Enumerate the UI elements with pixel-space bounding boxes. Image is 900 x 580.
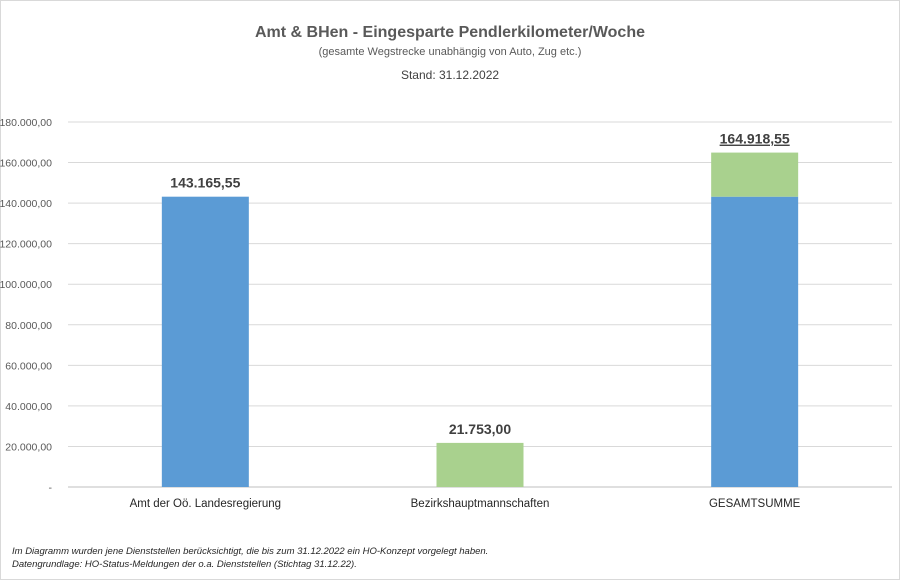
bar-bh-1: [436, 442, 524, 487]
bar-bh-2: [711, 152, 799, 197]
chart-title: Amt & BHen - Eingesparte Pendlerkilomete…: [254, 24, 645, 41]
chart-date: Stand: 31.12.2022: [400, 68, 500, 82]
y-tick-label: 80.000,00: [5, 320, 52, 332]
y-tick-label: 160.000,00: [0, 158, 52, 170]
data-label: 21.753,00: [449, 421, 511, 437]
y-tick-label: 40.000,00: [5, 401, 52, 413]
footnote-scope: Im Diagramm wurden jene Dienststellen be…: [12, 546, 489, 557]
y-tick-label: 180.000,00: [0, 117, 52, 129]
footnote-source: Datengrundlage: HO-Status-Meldungen der …: [12, 559, 357, 570]
y-tick-label: 140.000,00: [0, 198, 52, 210]
data-label: 164.918,55: [720, 131, 790, 147]
x-category-label: Bezirkshauptmannschaften: [411, 498, 550, 510]
y-tick-label: 120.000,00: [0, 239, 52, 251]
y-tick-label: 100.000,00: [0, 279, 52, 291]
data-label: 143.165,55: [170, 175, 240, 191]
chart-subtitle: (gesamte Wegstrecke unabhängig von Auto,…: [318, 46, 582, 58]
bar-amt-0: [161, 196, 249, 487]
x-category-label: GESAMTSUMME: [709, 498, 801, 510]
y-tick-label: -: [49, 482, 53, 494]
bar-amt-2: [711, 196, 799, 487]
x-category-label: Amt der Oö. Landesregierung: [130, 498, 282, 510]
y-tick-label: 20.000,00: [5, 441, 52, 453]
y-tick-label: 60.000,00: [5, 360, 52, 372]
